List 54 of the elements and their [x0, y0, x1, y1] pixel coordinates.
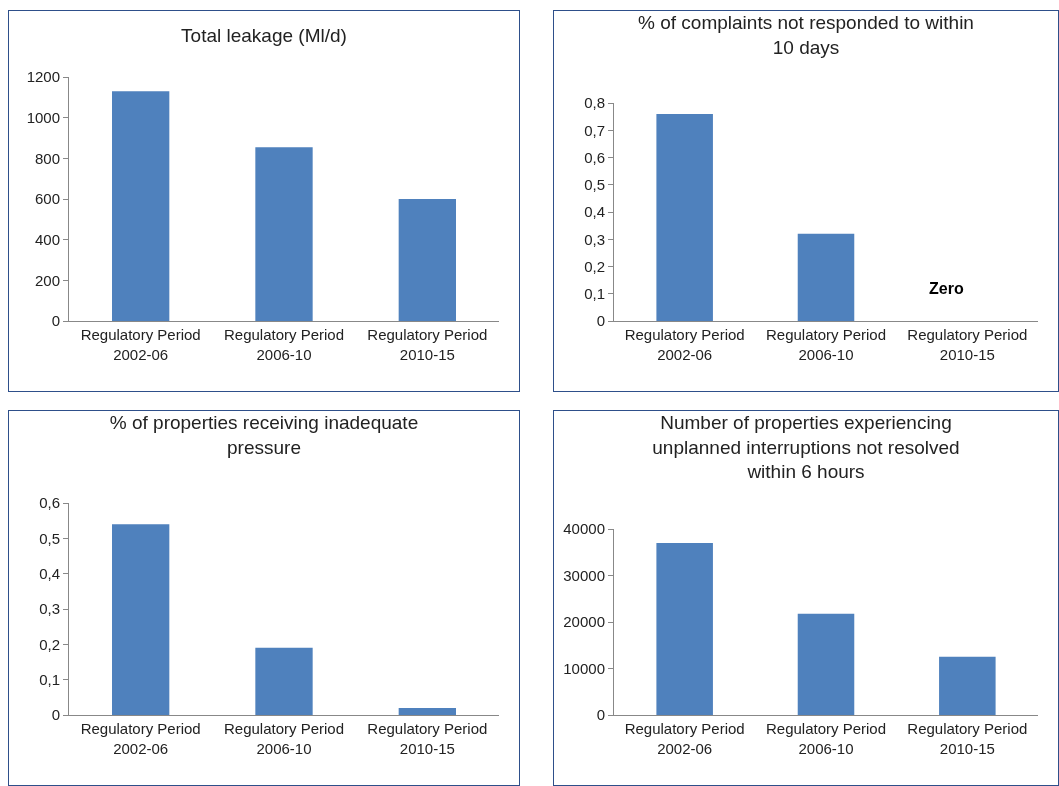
y-tick-label: 0,3 — [39, 600, 60, 618]
bar — [797, 613, 855, 715]
x-tick-label: Regulatory Period 2010-15 — [367, 720, 488, 757]
x-tick-label: Regulatory Period 2002-06 — [624, 720, 745, 757]
x-tick-label: Regulatory Period 2002-06 — [624, 326, 745, 363]
y-tick-label: 0,6 — [584, 148, 605, 166]
y-tick-label: 0 — [596, 312, 605, 330]
x-tick-label: Regulatory Period 2006-10 — [765, 326, 887, 363]
x-tick-label: Regulatory Period 2002-06 — [80, 326, 201, 363]
y-tick-label: 40000 — [563, 520, 605, 538]
chart-title: Number of properties experiencing unplanned interruptions not resolved within 6 hours — [652, 411, 960, 483]
chart-title: % of properties receiving inadequate pressure — [109, 411, 419, 458]
y-tick-label: 10000 — [563, 659, 605, 677]
y-tick-label: 0,5 — [39, 529, 60, 547]
x-tick-label: Regulatory Period 2010-15 — [367, 326, 488, 363]
bar — [398, 707, 456, 715]
chart-title: % of complaints not responded to within 10 days — [638, 11, 974, 58]
chart-title: Total leakage (Ml/d) — [181, 25, 347, 47]
y-tick-label: 20000 — [563, 613, 605, 631]
x-tick-label: Regulatory Period 2006-10 — [223, 720, 345, 757]
y-tick-label: 1200 — [26, 68, 60, 86]
y-tick-label: 1000 — [26, 108, 60, 126]
y-tick-label: 200 — [34, 271, 60, 289]
x-tick-label: Regulatory Period 2010-15 — [907, 720, 1028, 757]
y-tick-label: 0,1 — [584, 285, 605, 302]
y-tick-label: 800 — [34, 149, 60, 167]
x-tick-label: Regulatory Period 2006-10 — [765, 720, 887, 757]
bar — [398, 199, 456, 321]
y-tick-label: 0 — [51, 312, 60, 330]
y-tick-label: 600 — [34, 190, 60, 208]
x-tick-label: Regulatory Period 2002-06 — [80, 720, 201, 757]
y-tick-label: 30000 — [563, 566, 605, 584]
y-tick-label: 0 — [596, 706, 605, 724]
y-tick-label: 0,2 — [584, 257, 605, 275]
y-tick-label: 400 — [34, 230, 60, 248]
y-tick-label: 0,5 — [584, 176, 605, 193]
y-tick-label: 0,3 — [584, 230, 605, 248]
bar — [112, 91, 170, 321]
y-tick-label: 0,2 — [39, 635, 60, 653]
y-tick-label: 0,6 — [39, 494, 60, 512]
bar — [255, 147, 313, 321]
y-tick-label: 0,4 — [584, 203, 605, 221]
y-tick-label: 0,7 — [584, 121, 605, 139]
annotation: Zero — [929, 280, 964, 297]
bar — [255, 647, 313, 715]
x-tick-label: Regulatory Period 2010-15 — [907, 326, 1028, 363]
bar — [656, 542, 713, 715]
bar — [112, 524, 170, 715]
y-tick-label: 0,1 — [39, 670, 60, 688]
y-tick-label: 0,4 — [39, 564, 60, 582]
x-tick-label: Regulatory Period 2006-10 — [223, 326, 345, 363]
y-tick-label: 0,8 — [584, 94, 605, 112]
bar — [939, 656, 996, 715]
y-tick-label: 0 — [51, 706, 60, 724]
